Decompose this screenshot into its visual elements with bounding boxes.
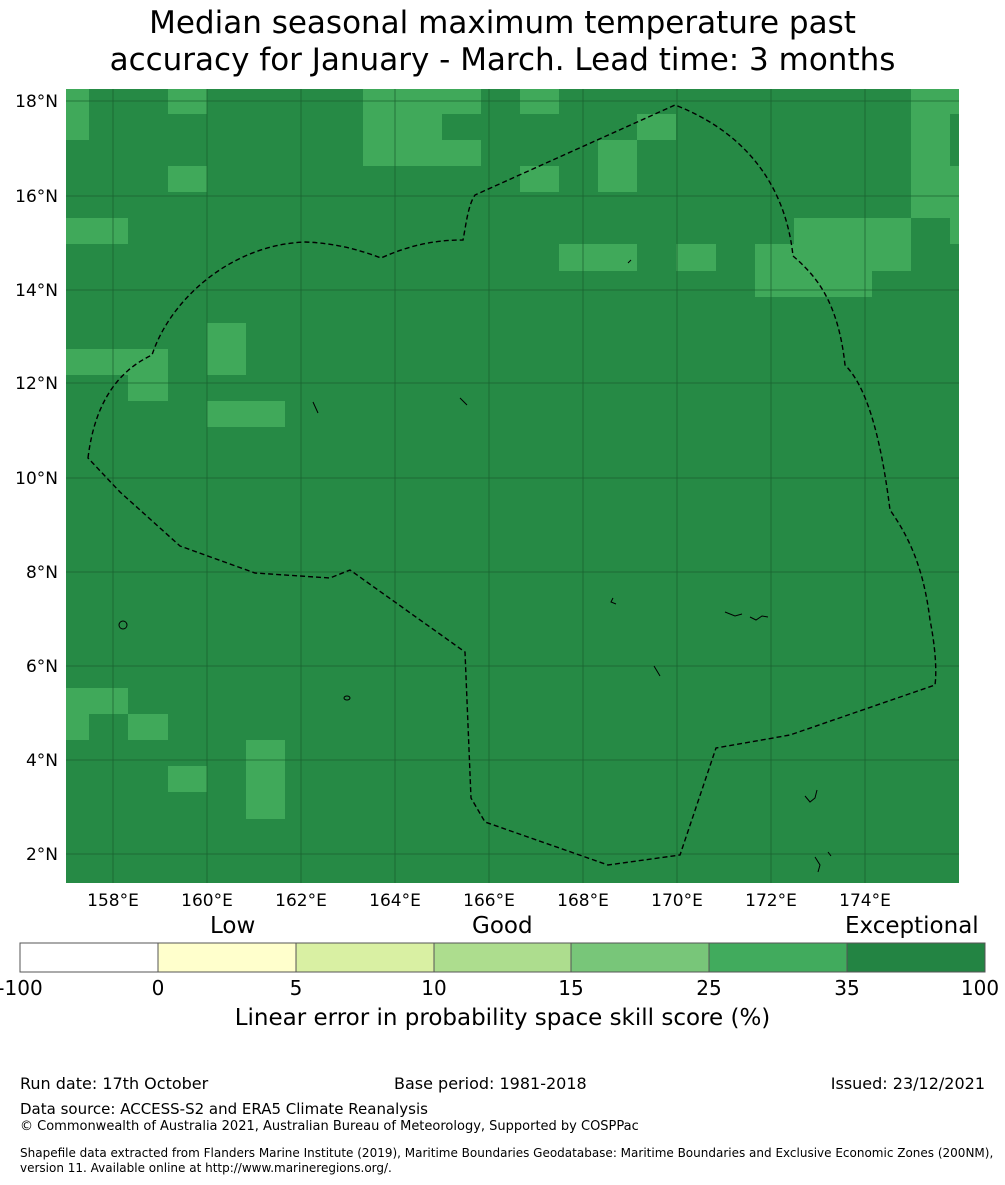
skill-cell	[207, 323, 246, 375]
data-source: Data source: ACCESS-S2 and ERA5 Climate …	[20, 1100, 428, 1118]
island	[814, 856, 821, 873]
skill-cell	[168, 166, 207, 192]
colorbar-segment	[570, 942, 710, 973]
colorbar-category-exceptional: Exceptional	[845, 913, 979, 939]
lat-label: 10°N	[15, 469, 58, 489]
lon-label: 168°E	[557, 891, 609, 911]
colorbar-segment	[19, 942, 159, 973]
skill-cell	[168, 89, 207, 114]
lat-label: 18°N	[15, 92, 58, 112]
skill-cell	[363, 89, 481, 114]
eez-boundary	[87, 104, 937, 866]
lon-label: 164°E	[369, 891, 421, 911]
lon-label: 162°E	[275, 891, 327, 911]
skill-cell	[520, 166, 559, 192]
run-date: Run date: 17th October	[20, 1074, 209, 1093]
map-title-line2: accuracy for January - March. Lead time:…	[109, 42, 896, 78]
lighter-skill-cells	[66, 89, 959, 819]
island	[749, 615, 769, 621]
lat-label: 12°N	[15, 374, 58, 394]
map-background	[66, 89, 959, 883]
skill-cell	[363, 140, 481, 166]
skill-cell	[66, 688, 128, 714]
map-gridlines	[66, 89, 959, 883]
skill-cell	[598, 140, 637, 192]
skill-cell	[950, 218, 959, 244]
longitude-labels: 158°E 160°E 162°E 164°E 166°E 168°E 170°…	[87, 891, 891, 911]
colorbar-tick: 25	[696, 976, 722, 1000]
skill-cell	[637, 114, 676, 140]
base-period: Base period: 1981-2018	[394, 1074, 587, 1093]
colorbar-tick: -100	[0, 976, 43, 1000]
skill-cell	[207, 401, 285, 427]
island-outlines	[118, 259, 832, 873]
colorbar	[19, 942, 986, 973]
skill-cell	[66, 714, 89, 740]
skill-cell	[363, 114, 442, 140]
island	[653, 665, 661, 677]
island	[610, 597, 617, 605]
skill-cell	[520, 89, 559, 114]
colorbar-tick: 0	[151, 976, 165, 1000]
skill-cell	[168, 766, 207, 792]
lon-label: 174°E	[839, 891, 891, 911]
map-title-line1: Median seasonal maximum temperature past	[149, 5, 856, 41]
lon-label: 160°E	[181, 891, 233, 911]
skill-cell	[66, 89, 89, 140]
island	[312, 401, 319, 414]
colorbar-tick: 10	[421, 976, 447, 1000]
copyright: © Commonwealth of Australia 2021, Austra…	[20, 1119, 639, 1134]
lon-label: 166°E	[463, 891, 515, 911]
colorbar-tick: 5	[289, 976, 303, 1000]
issued-date: Issued: 23/12/2021	[830, 1074, 985, 1093]
lat-label: 8°N	[26, 563, 58, 583]
skill-cell	[66, 349, 168, 375]
skill-cell	[66, 218, 128, 244]
lon-label: 170°E	[651, 891, 703, 911]
colorbar-tick: 15	[558, 976, 584, 1000]
skill-cell	[676, 244, 716, 271]
lat-label: 6°N	[26, 657, 58, 677]
island	[627, 259, 632, 264]
colorbar-tick: 35	[834, 976, 860, 1000]
lat-label: 2°N	[26, 845, 58, 865]
colorbar-segment	[295, 942, 435, 973]
colorbar-segment	[433, 942, 572, 973]
lat-label: 16°N	[15, 187, 58, 207]
colorbar-category-good: Good	[472, 913, 533, 939]
colorbar-category-low: Low	[210, 913, 256, 939]
island	[459, 397, 468, 406]
lon-label: 158°E	[87, 891, 139, 911]
skill-cell	[950, 114, 959, 166]
skill-cell	[246, 740, 285, 819]
colorbar-segment	[708, 942, 848, 973]
island	[118, 620, 128, 630]
colorbar-segment	[846, 942, 986, 973]
lon-label: 172°E	[745, 891, 797, 911]
skill-cell	[559, 244, 637, 271]
island	[827, 851, 832, 857]
colorbar-segment	[157, 942, 297, 973]
latitude-labels: 18°N 16°N 14°N 12°N 10°N 8°N 6°N 4°N 2°N	[15, 92, 58, 865]
island	[804, 789, 818, 803]
shapefile-credit: Shapefile data extracted from Flanders M…	[20, 1146, 994, 1175]
skill-cell	[128, 375, 168, 401]
colorbar-tick: 100	[960, 976, 1000, 1000]
lat-label: 4°N	[26, 751, 58, 771]
island	[724, 611, 743, 617]
skill-cell	[755, 244, 872, 297]
island	[343, 695, 351, 701]
lat-label: 14°N	[15, 281, 58, 301]
colorbar-label: Linear error in probability space skill …	[234, 1005, 771, 1031]
skill-cell	[128, 714, 168, 740]
